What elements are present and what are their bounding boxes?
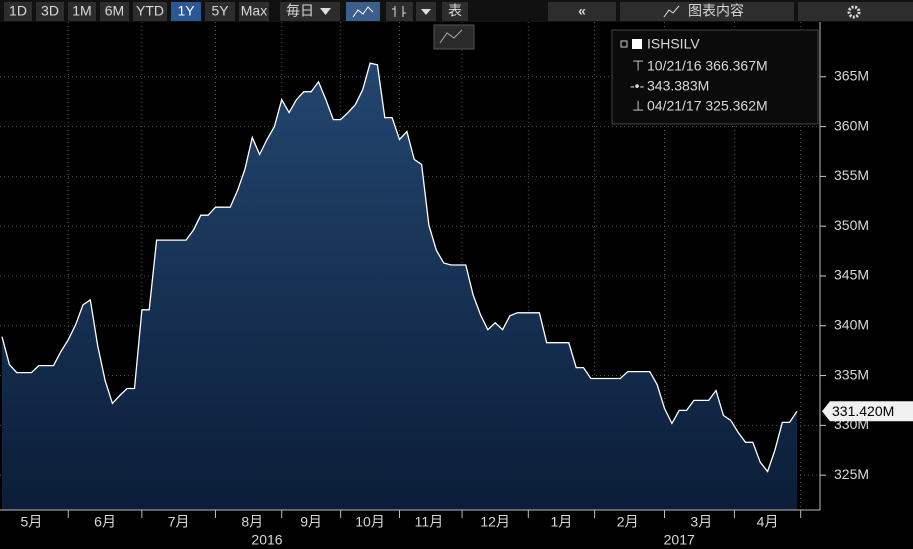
y-tick-label: 365M — [834, 67, 869, 83]
year-label: 2016 — [251, 532, 282, 548]
legend-box — [611, 29, 819, 125]
range-button[interactable] — [36, 2, 64, 21]
line-icon — [352, 6, 374, 18]
x-tick-label: 11月 — [415, 514, 444, 530]
ohlc-icon — [392, 6, 406, 17]
range-label: 6M — [105, 3, 124, 19]
settings-button[interactable] — [798, 2, 913, 21]
line-chart-button[interactable] — [346, 2, 380, 21]
y-tick-label: 355M — [834, 167, 869, 183]
legend-low: 04/21/17 325.362M — [647, 98, 768, 114]
bar-type-button[interactable] — [386, 2, 413, 21]
y-tick-label: 345M — [834, 267, 869, 283]
year-label: 2017 — [664, 532, 695, 548]
table-label: 表 — [448, 3, 462, 19]
chart-content-label: 图表内容 — [688, 3, 744, 19]
collapse-button[interactable] — [548, 2, 616, 21]
range-label: 5Y — [211, 3, 229, 19]
x-tick-label: 5月 — [21, 514, 43, 530]
legend-series-name: ISHSILV — [647, 36, 700, 52]
collapse-icon: « — [578, 3, 586, 19]
x-tick-label: 1月 — [551, 514, 573, 530]
frequency-label: 毎日 — [286, 3, 314, 19]
line — [1, 62, 798, 473]
legend-high: 10/21/16 366.367M — [647, 58, 768, 74]
x-tick-label: 8月 — [241, 514, 263, 530]
range-button[interactable] — [68, 2, 96, 21]
legend-swatch — [632, 39, 642, 49]
area — [2, 63, 797, 510]
range-button[interactable] — [205, 2, 235, 21]
range-button[interactable] — [4, 2, 32, 21]
y-tick-label: 340M — [834, 316, 869, 332]
legend-collapse[interactable] — [620, 40, 628, 48]
y-tick-label: 325M — [834, 466, 869, 482]
x-tick-label: 2月 — [617, 514, 639, 530]
chart-icon — [663, 5, 680, 18]
x-tick-label: 10月 — [355, 514, 385, 530]
chart-style-button[interactable] — [433, 24, 475, 50]
range-label: 1M — [72, 3, 91, 19]
x-tick-label: 12月 — [480, 514, 510, 530]
range-label: 3D — [41, 3, 59, 19]
dropdown-icon — [421, 9, 431, 15]
x-tick-label: 3月 — [690, 514, 712, 530]
x-tick-label: 7月 — [168, 514, 190, 530]
range-button[interactable] — [133, 2, 167, 21]
last-value-label: 331.420M — [832, 403, 894, 419]
x-tick-label: 4月 — [757, 514, 779, 530]
legend-low-icon: ⊥ — [632, 98, 644, 114]
table-button[interactable] — [442, 2, 468, 21]
gear-icon — [847, 5, 861, 19]
y-tick-label: 350M — [834, 217, 869, 233]
y-tick-label: 335M — [834, 366, 869, 382]
legend-high-icon: ⊤ — [632, 58, 644, 74]
chart-style-icon — [439, 29, 463, 44]
toolbar-buttons: 1D 3D 1M 6M YTD 1Y 5Y Max 毎日 表 — [4, 2, 468, 21]
chart-content-button[interactable] — [620, 2, 794, 21]
range-button[interactable] — [239, 2, 269, 21]
frequency-button[interactable] — [280, 2, 340, 21]
range-label: Max — [241, 3, 267, 19]
legend-avg-icon: -•- — [630, 78, 645, 94]
y-tick-label: 360M — [834, 117, 869, 133]
x-tick-label: 9月 — [300, 514, 322, 530]
range-label: YTD — [136, 3, 164, 19]
x-tick-label: 6月 — [94, 514, 116, 530]
last-value-box — [822, 401, 913, 422]
legend: ISHSILV ⊤ 10/21/16 366.367M -•- 343.383M… — [611, 29, 819, 125]
range-button[interactable] — [100, 2, 129, 21]
legend-average: 343.383M — [647, 78, 709, 94]
frequency-arrow — [320, 8, 331, 15]
range-label: 1D — [9, 3, 27, 19]
range-button[interactable] — [171, 2, 201, 21]
range-label: 1Y — [177, 3, 195, 19]
